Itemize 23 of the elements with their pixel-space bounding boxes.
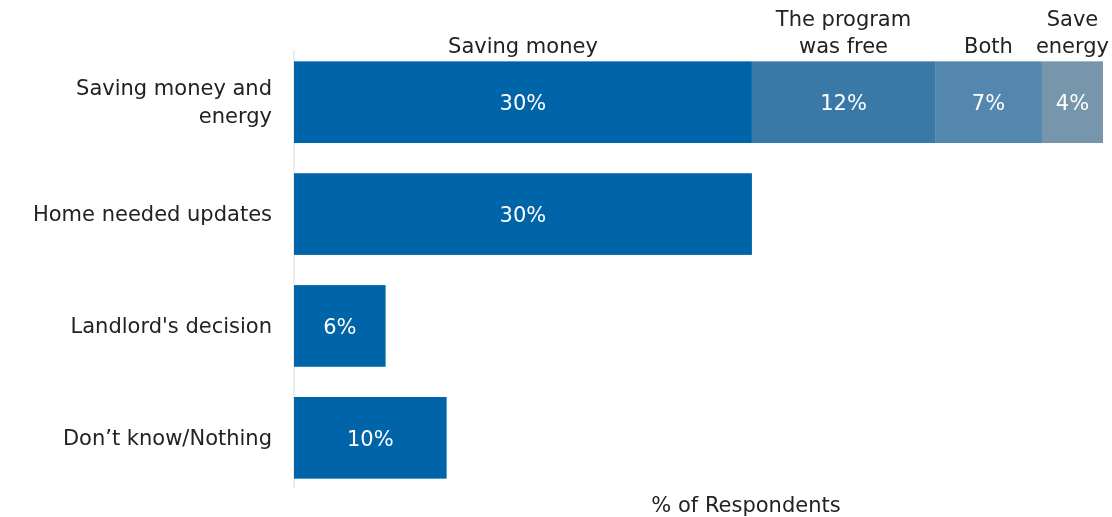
- bar: [294, 173, 752, 255]
- bar: [751, 61, 936, 144]
- series-label: Save energy: [1035, 7, 1110, 59]
- y-tick-label: Landlord's decision: [70, 313, 272, 338]
- data-label: 6%: [323, 314, 357, 339]
- data-label: 4%: [1055, 91, 1090, 116]
- data-label: 30%: [499, 203, 547, 228]
- data-label: 10%: [346, 426, 394, 451]
- bar: [294, 61, 752, 144]
- series-label: Both: [964, 34, 1013, 59]
- bar: [935, 61, 1042, 144]
- bar: [294, 285, 386, 367]
- y-tick-label: Saving money and energy: [76, 76, 272, 129]
- data-label: 12%: [820, 91, 867, 116]
- x-axis-title: % of Respondents: [651, 493, 841, 517]
- series-label: Saving money: [448, 34, 598, 59]
- series-label: The program was free: [774, 7, 912, 59]
- y-tick-label: Don’t know/Nothing: [62, 425, 272, 450]
- data-label: 30%: [499, 91, 547, 116]
- y-tick-label: Home needed updates: [32, 202, 272, 227]
- bar: [294, 396, 447, 479]
- bar: [1041, 61, 1103, 144]
- data-label: 7%: [971, 91, 1006, 116]
